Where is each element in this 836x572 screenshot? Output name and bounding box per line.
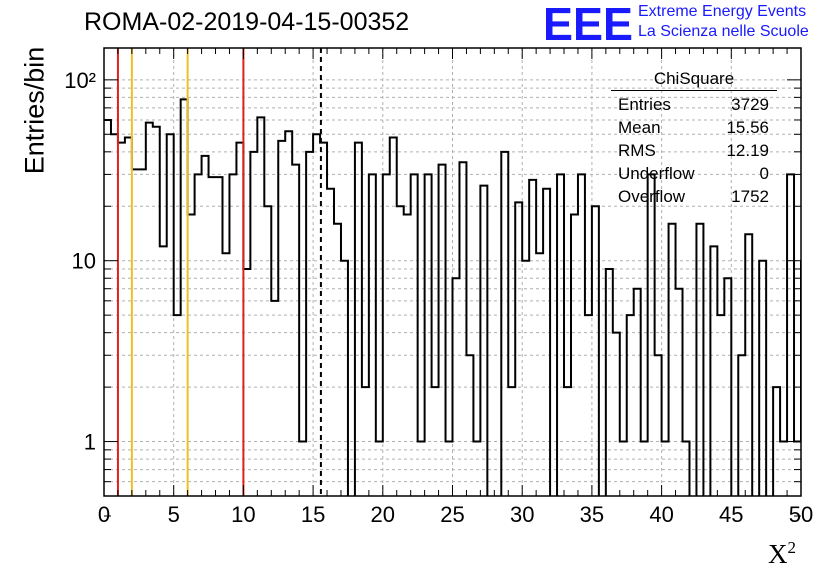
stats-label: RMS: [618, 141, 656, 160]
histogram-series: [104, 98, 801, 496]
y-tick-label: 10²: [64, 68, 96, 93]
x-tick-label: 30: [510, 502, 534, 527]
x-tick-label: 10: [231, 502, 255, 527]
x-axis-label-base: X: [768, 539, 788, 569]
x-tick-label: 0: [98, 502, 110, 527]
stats-value: 0: [759, 164, 769, 183]
stats-rows: Entries 3729 Mean 15.56 RMS 12.19 Underflow 0 Ov…: [611, 93, 777, 208]
stats-value: 3729: [731, 95, 769, 114]
eee-logo: EEE: [543, 2, 633, 44]
stats-label: Underflow: [618, 164, 695, 183]
stats-row: Underflow 0: [611, 162, 777, 185]
stats-row: Entries 3729: [611, 93, 777, 116]
x-tick-label: 15: [301, 502, 325, 527]
y-tick-label: 1: [84, 430, 96, 455]
x-tick-label: 5: [168, 502, 180, 527]
x-tick-label: 25: [440, 502, 464, 527]
x-tick-label: 45: [719, 502, 743, 527]
x-tick-label: 20: [371, 502, 395, 527]
stats-label: Overflow: [618, 187, 686, 206]
run-title: ROMA-02-2019-04-15-00352: [84, 8, 410, 36]
stats-label: Entries: [618, 95, 671, 114]
stats-row: Mean 15.56: [611, 116, 777, 139]
brand-line-2: La Scienza nelle Scuole: [638, 23, 809, 40]
x-tick-label: 35: [580, 502, 604, 527]
stats-value: 12.19: [726, 141, 769, 160]
x-axis-label: X2: [768, 538, 796, 570]
stats-value: 1752: [731, 187, 769, 206]
stats-label: Mean: [618, 118, 661, 137]
x-tick-label: 40: [649, 502, 673, 527]
x-axis-label-sup: 2: [787, 538, 797, 557]
stats-value: 15.56: [726, 118, 769, 137]
stats-title: ChiSquare: [611, 69, 777, 91]
x-tick-label: 50: [789, 502, 813, 527]
stats-box: ChiSquare Entries 3729 Mean 15.56 RMS 12.19 Un…: [611, 69, 777, 208]
stats-row: Overflow 1752: [611, 185, 777, 208]
y-tick-label: 10: [72, 249, 96, 274]
y-axis-label: Entries/bin: [19, 46, 50, 175]
eee-logo-text: EEE: [543, 2, 633, 44]
stats-row: RMS 12.19: [611, 139, 777, 162]
brand-line-1: Extreme Energy Events: [638, 3, 807, 20]
